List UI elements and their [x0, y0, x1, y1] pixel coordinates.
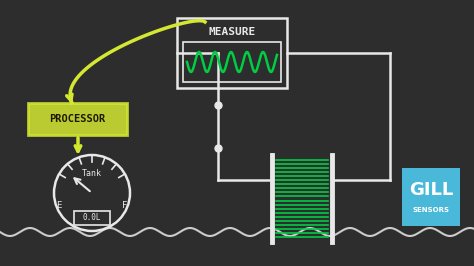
Text: GILL: GILL: [409, 181, 453, 199]
Text: Tank: Tank: [82, 168, 102, 177]
Text: SENSORS: SENSORS: [412, 207, 449, 213]
Text: MEASURE: MEASURE: [209, 27, 255, 37]
Bar: [177, 18, 287, 88]
Bar: [402, 168, 460, 226]
Text: F: F: [122, 201, 128, 210]
Bar: [74, 211, 110, 225]
Text: E: E: [56, 201, 62, 210]
Bar: [183, 42, 281, 82]
Text: PROCESSOR: PROCESSOR: [49, 114, 106, 124]
Text: 0.0L: 0.0L: [83, 214, 101, 222]
FancyBboxPatch shape: [28, 103, 127, 135]
